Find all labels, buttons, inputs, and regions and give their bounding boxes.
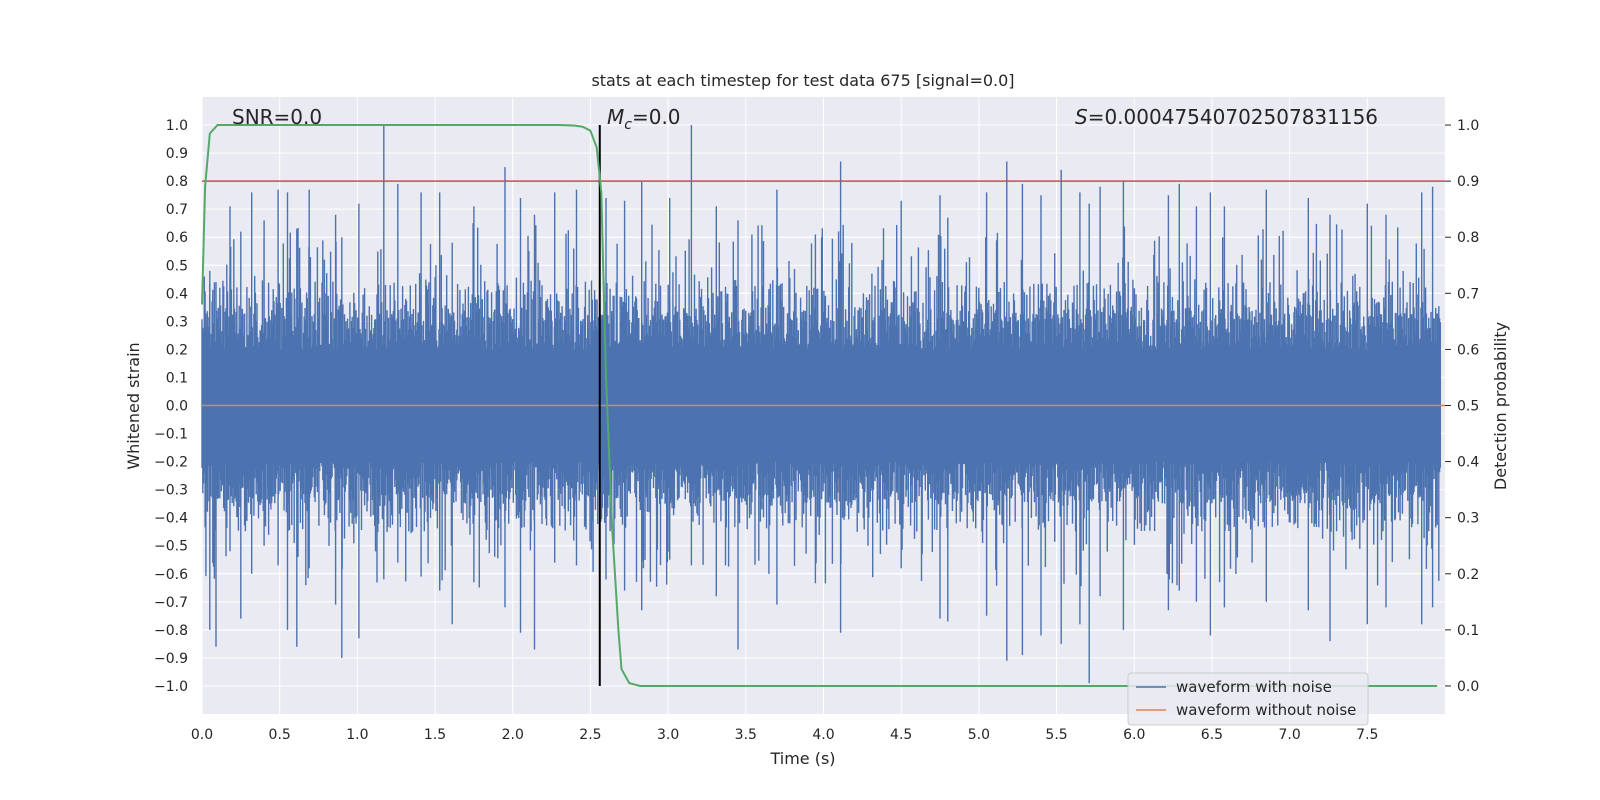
y-tick-label: 0.2 [166,342,188,358]
y-tick-label: −0.4 [154,511,188,527]
chart-title: stats at each timestep for test data 675… [591,71,1014,90]
y-tick-label: 0.6 [166,230,188,246]
x-tick-label: 2.0 [502,727,524,743]
y-tick-label: 0.0 [166,399,188,415]
y2-tick-label: 0.8 [1457,230,1479,246]
legend: waveform with noise waveform without noi… [1127,672,1369,726]
y-tick-label: −0.9 [154,651,188,667]
y2-tick-label: 0.5 [1457,399,1479,415]
mc-subscript: c [624,117,632,133]
x-tick-label: 3.0 [657,727,679,743]
y-tick-label: −0.3 [154,483,188,499]
y-tick-label: 0.5 [166,258,188,274]
x-tick-label: 4.0 [812,727,834,743]
detection-probability-line [201,124,1438,687]
legend-label-waveform-with-noise: waveform with noise [1176,678,1332,696]
y-tick-label: 0.9 [166,146,188,162]
x-tick-label: 3.5 [735,727,757,743]
x-tick-label: 5.5 [1045,727,1067,743]
x-axis-label: Time (s) [769,749,835,768]
x-tick-label: 6.0 [1123,727,1145,743]
y2-tick-label: 0.4 [1457,455,1479,471]
snr-annotation: SNR=0.0 [232,105,322,129]
x-tick-label: 0.0 [191,727,213,743]
y2-tick-label: 1.0 [1457,118,1479,134]
y-tick-label: −0.5 [154,539,188,555]
y-tick-label: 0.1 [166,370,188,386]
y2-tick-label: 0.6 [1457,342,1479,358]
mc-symbol: M [607,105,624,129]
s-annotation: S=0.00047540702507831156 [1075,105,1378,129]
y-tick-label: −1.0 [154,679,188,695]
legend-box [1127,672,1369,726]
y2-tick-label: 0.0 [1457,679,1479,695]
x-tick-label: 0.5 [269,727,291,743]
y2-tick-label: 0.3 [1457,511,1479,527]
y-tick-label: 0.8 [166,174,188,190]
y-tick-label: 0.3 [166,314,188,330]
x-axis-ticks: 0.0 0.5 1.0 1.5 2.0 2.5 3.0 3.5 4.0 4.5 5.0 5.5 6.0 6… [191,727,1379,743]
y2-tick-label: 0.7 [1457,286,1479,302]
y-tick-label: 0.4 [166,286,188,302]
y2-axis-label: Detection probability [1491,322,1510,490]
y-tick-label: −0.6 [154,567,188,583]
x-tick-label: 2.5 [579,727,601,743]
x-tick-label: 6.5 [1201,727,1223,743]
x-tick-label: 5.0 [968,727,990,743]
mc-value: =0.0 [632,105,681,129]
y-axis-label: Whitened strain [124,342,143,469]
legend-label-waveform-without-noise: waveform without noise [1176,701,1356,719]
y-tick-label: −0.8 [154,623,188,639]
x-tick-label: 4.5 [890,727,912,743]
s-symbol: S [1075,105,1088,129]
chirp-mass-annotation: Mc=0.0 [607,105,681,133]
y-tick-label: −0.2 [154,455,188,471]
x-tick-label: 7.0 [1278,727,1300,743]
y-tick-label: −0.7 [154,595,188,611]
x-tick-label: 1.0 [346,727,368,743]
y-tick-label: 0.7 [166,202,188,218]
series-detection-probability [201,124,1438,687]
y-tick-label: 1.0 [166,118,188,134]
y-tick-label: −0.1 [154,427,188,443]
x-tick-label: 1.5 [424,727,446,743]
y-axis-ticks: 1.0 0.9 0.8 0.7 0.6 0.5 0.4 0.3 0.2 0.1 0.0 −0.1 −0.… [154,118,188,695]
y2-axis-ticks: 1.0 0.9 0.8 0.7 0.6 0.5 0.4 0.3 0.2 0.1 0.0 [1445,118,1479,695]
x-tick-label: 7.5 [1356,727,1378,743]
y2-tick-label: 0.2 [1457,567,1479,583]
y2-tick-label: 0.1 [1457,623,1479,639]
y2-tick-label: 0.9 [1457,174,1479,190]
s-value: =0.00047540702507831156 [1088,105,1378,129]
